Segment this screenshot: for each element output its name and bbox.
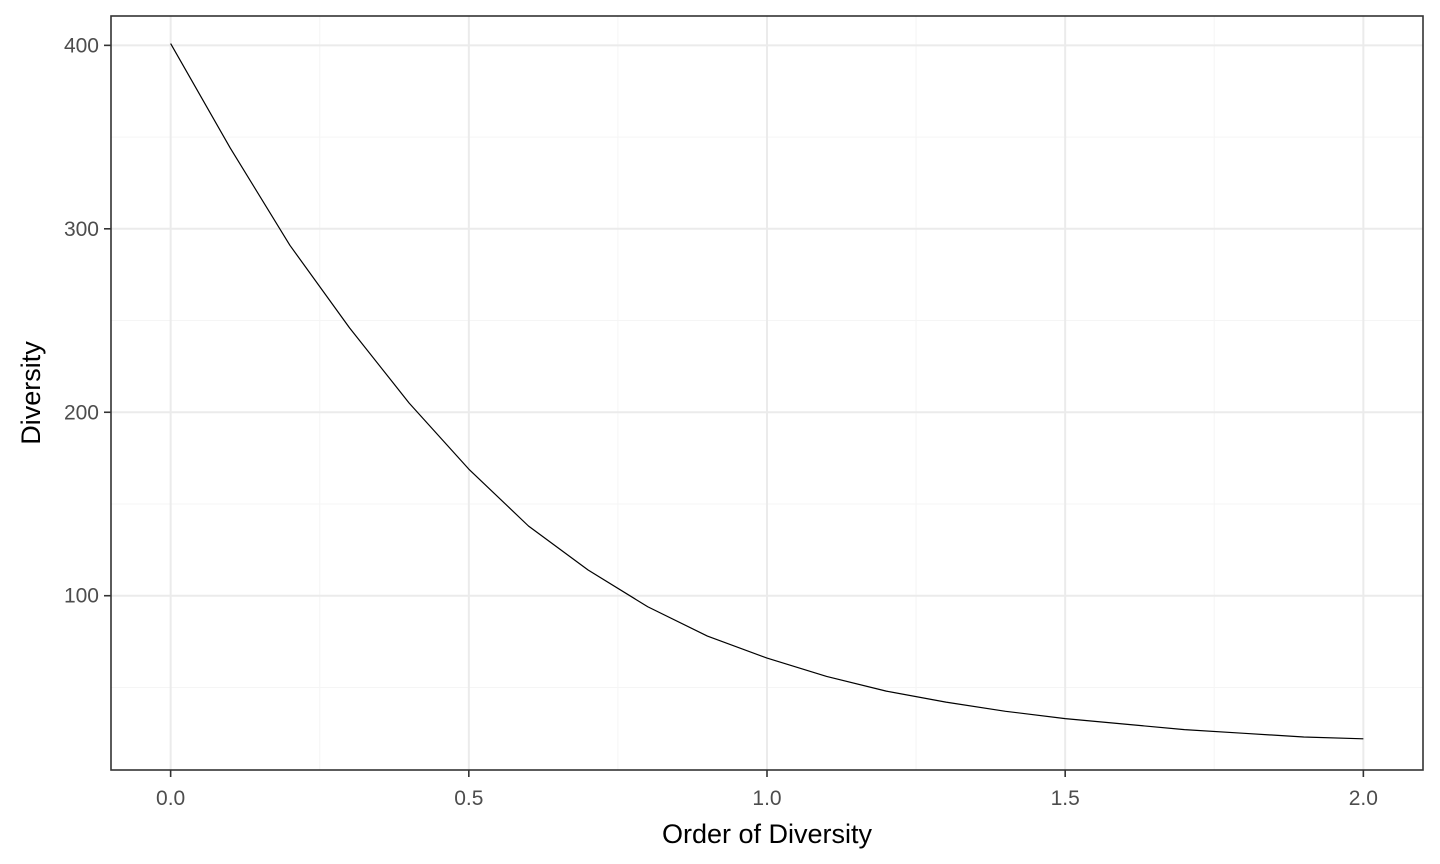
major-gridlines	[111, 16, 1423, 770]
x-axis-title: Order of Diversity	[662, 819, 873, 849]
series-line	[170, 43, 1364, 740]
x-tick-label: 0.5	[454, 787, 483, 810]
y-axis-ticks: 100 200 300 400	[64, 34, 111, 608]
x-axis-ticks: 0.0 0.5 1.0 1.5 2.0	[156, 770, 1378, 810]
x-tick-label: 1.5	[1051, 787, 1080, 810]
x-tick-label: 1.0	[752, 787, 781, 810]
y-tick-label: 400	[64, 34, 99, 57]
y-axis-title: Diversity	[16, 341, 46, 445]
x-tick-label: 2.0	[1349, 787, 1378, 810]
y-tick-label: 300	[64, 218, 99, 241]
y-tick-label: 200	[64, 401, 99, 424]
series-layer	[170, 43, 1364, 740]
y-tick-label: 100	[64, 585, 99, 608]
x-tick-label: 0.0	[156, 787, 185, 810]
